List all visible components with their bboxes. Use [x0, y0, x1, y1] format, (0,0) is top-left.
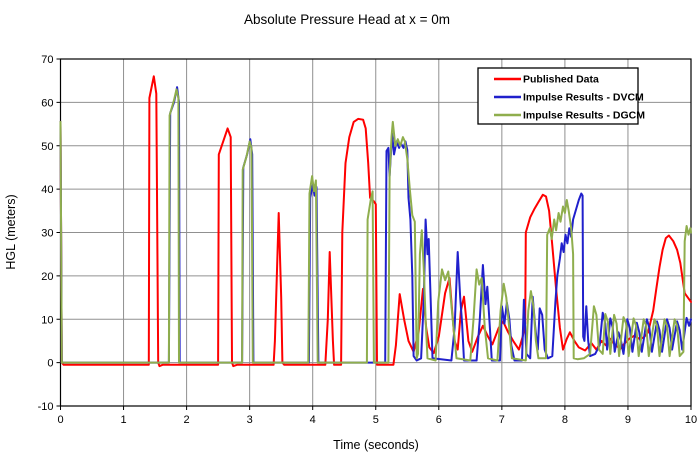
- series-layer: [59, 75, 692, 368]
- chart-title: Absolute Pressure Head at x = 0m: [244, 12, 450, 27]
- y-tick-label: -10: [38, 401, 54, 413]
- y-tick-label: 40: [41, 184, 53, 196]
- y-tick-label: 70: [41, 54, 53, 66]
- x-tick-label: 5: [373, 414, 379, 426]
- legend-label-published: Published Data: [523, 74, 599, 86]
- y-tick-label: 10: [41, 314, 53, 326]
- x-tick-label: 7: [499, 414, 505, 426]
- series-line-published: [59, 75, 692, 368]
- y-tick-label: 30: [41, 228, 53, 240]
- x-tick-label: 8: [562, 414, 568, 426]
- x-tick-label: 9: [625, 414, 631, 426]
- x-tick-label: 1: [120, 414, 126, 426]
- x-tick-label: 0: [57, 414, 63, 426]
- x-axis-title: Time (seconds): [333, 438, 419, 452]
- x-tick-label: 10: [685, 414, 697, 426]
- y-tick-label: 0: [47, 358, 53, 370]
- y-axis-title: HGL (meters): [4, 194, 18, 269]
- y-tick-label: 50: [41, 141, 53, 153]
- x-tick-label: 4: [310, 414, 316, 426]
- legend-label-dvcm: Impulse Results - DVCM: [523, 92, 644, 104]
- series-line-dgcm: [59, 88, 692, 364]
- y-tick-label: 20: [41, 271, 53, 283]
- legend-label-dgcm: Impulse Results - DGCM: [523, 110, 645, 122]
- legend: Published Data Impulse Results - DVCM Impu…: [477, 67, 645, 125]
- series-line-dvcm: [59, 86, 692, 364]
- x-tick-label: 2: [184, 414, 190, 426]
- x-tick-label: 3: [247, 414, 253, 426]
- y-tick-label: 60: [41, 97, 53, 109]
- x-tick-label: 6: [436, 414, 442, 426]
